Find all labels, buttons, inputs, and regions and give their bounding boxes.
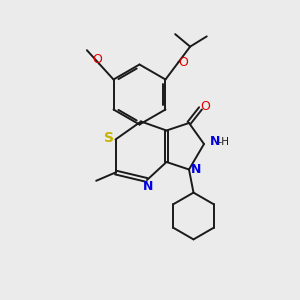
- Text: N: N: [210, 135, 220, 148]
- Text: O: O: [93, 52, 102, 65]
- Text: O: O: [178, 56, 188, 69]
- Text: N: N: [143, 180, 153, 193]
- Text: N: N: [191, 163, 202, 176]
- Text: –H: –H: [216, 136, 229, 147]
- Text: O: O: [200, 100, 210, 113]
- Text: S: S: [104, 131, 114, 145]
